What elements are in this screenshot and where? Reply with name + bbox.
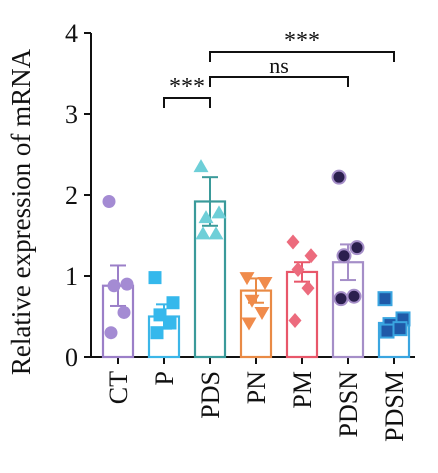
data-point [153,308,167,322]
x-tick-label: P [150,371,179,385]
x-tick-label: CT [104,371,133,404]
data-point [257,276,273,290]
data-point [198,210,214,224]
x-tick-label: PDS [196,371,225,419]
y-tick-label: 1 [65,262,78,291]
significance-bracket [209,51,395,62]
data-point [241,317,257,331]
y-tick-label: 4 [65,19,78,48]
data-point [150,326,164,340]
data-point [333,291,349,307]
data-point [377,291,393,307]
data-point [349,240,365,256]
data-point [291,262,305,278]
data-point [163,316,177,330]
data-point [244,294,260,308]
y-tick-label: 0 [65,343,78,372]
data-point [166,296,180,310]
data-point [336,248,352,264]
data-point [346,288,362,304]
bars [101,176,411,359]
significance-bracket [163,97,211,108]
data-point [379,323,395,339]
data-point [193,159,209,173]
bar-pm [285,270,319,359]
x-tick-label: PDSN [334,371,363,438]
data-point [254,306,270,320]
significance-label: *** [284,28,320,54]
data-point [301,280,315,296]
data-points [102,159,411,340]
data-point [286,234,300,250]
significance-bracket [209,76,349,87]
data-point [331,169,347,185]
data-point [117,305,131,319]
x-tick-labels: CT P PDS PN PM PDSN PDSM [104,371,409,442]
data-point [102,194,116,208]
x-tick-label: PN [242,371,271,404]
data-point [107,279,121,293]
significance-brackets: ***ns*** [163,28,395,108]
y-tick-label: 3 [65,100,78,129]
data-point [208,226,224,240]
y-tick-label: 2 [65,181,78,210]
data-point [392,321,408,337]
data-point [304,248,318,264]
data-point [288,313,302,329]
significance-label: *** [169,74,205,100]
significance-label: ns [269,53,289,78]
data-point [148,271,162,285]
data-point [120,277,134,291]
data-point [239,272,255,286]
x-tick-label: PM [288,371,317,409]
y-axis-label: Relative expression of mRNA [6,48,36,375]
x-tick-label: PDSM [380,371,409,442]
data-point [104,326,118,340]
data-point [211,205,227,219]
data-point [195,226,211,240]
